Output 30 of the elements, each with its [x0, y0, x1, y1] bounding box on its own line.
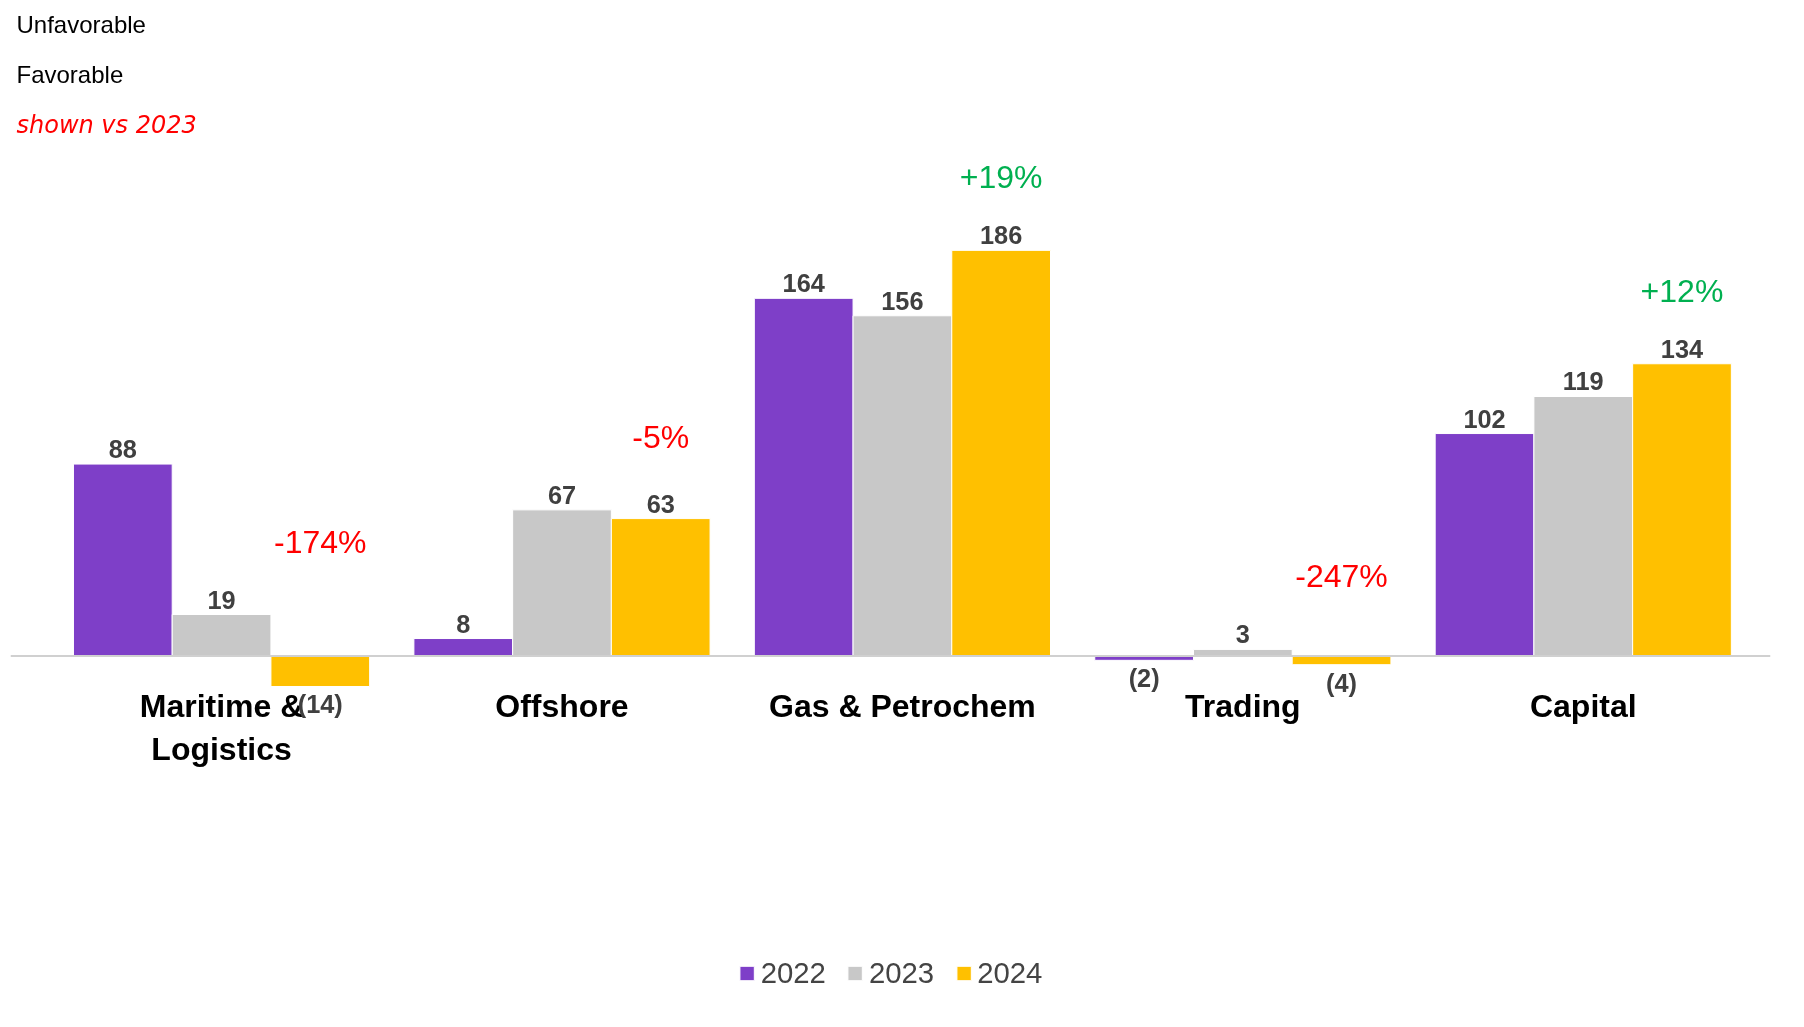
- data-label: 67: [547, 480, 577, 509]
- annotation: -174%: [274, 523, 367, 560]
- text: shown vs 2023: [16, 110, 197, 139]
- legend-label: 2022: [760, 956, 826, 990]
- text: Favorable: [16, 60, 124, 88]
- data-label: 3: [1235, 620, 1250, 649]
- x-tick-label: Trading: [1185, 687, 1301, 724]
- data-label: 102: [1463, 404, 1506, 433]
- data-label: 19: [207, 585, 236, 614]
- annotation: -247%: [1295, 558, 1388, 595]
- data-label: 134: [1660, 334, 1704, 363]
- bar: [270, 655, 371, 687]
- legend-label: 2023: [868, 956, 935, 990]
- data-label: 119: [1562, 367, 1604, 396]
- data-label: (4): [1326, 668, 1358, 697]
- data-label: 164: [782, 269, 825, 298]
- text: +19%: [959, 159, 1043, 196]
- text: Unfavorable: [16, 10, 146, 38]
- data-label: 8: [456, 609, 471, 638]
- annotation: -5%: [632, 418, 690, 455]
- data-label: 88: [108, 435, 137, 464]
- annotation: +12%: [1640, 272, 1724, 309]
- legend-label: 2024: [977, 956, 1043, 990]
- data-label: (2): [1128, 664, 1160, 693]
- x-tick-label: Gas & Petrochem: [769, 687, 1036, 724]
- data-label: 63: [646, 489, 675, 518]
- data-label: 156: [881, 286, 924, 315]
- x-tick-label: Offshore: [495, 687, 629, 724]
- data-label: 186: [980, 221, 1023, 250]
- x-tick-label: Capital: [1529, 687, 1637, 724]
